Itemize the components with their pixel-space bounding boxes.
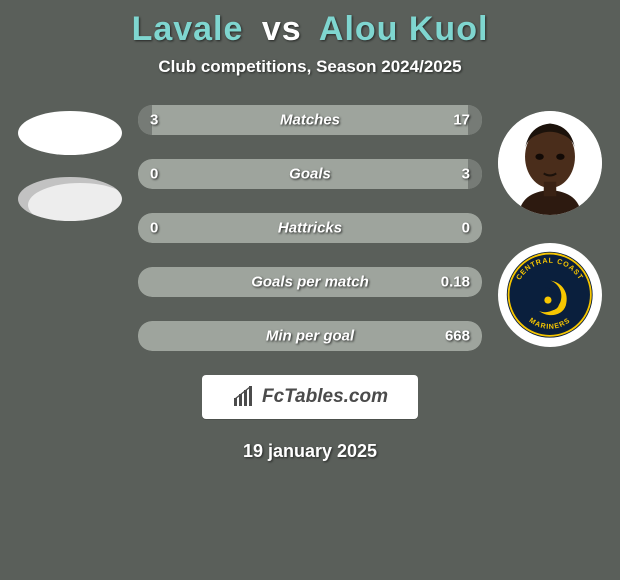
left-side <box>10 105 130 221</box>
stat-row: Goals per match 0.18 <box>138 267 482 297</box>
comparison-title: Lavale vs Alou Kuol <box>132 10 489 49</box>
player2-avatar <box>498 111 602 215</box>
right-side: CENTRAL COAST MARINERS <box>490 105 610 347</box>
stat-label: Min per goal <box>266 328 354 345</box>
stat-row: Hattricks 0 0 <box>138 213 482 243</box>
player1-crest-placeholder <box>18 177 122 221</box>
comparison-arena: Matches 3 17 Goals 0 3 Hattricks 0 0 Goals per ma… <box>0 105 620 351</box>
stat-row: Goals 0 3 <box>138 159 482 189</box>
source-badge: FcTables.com <box>202 375 418 419</box>
stat-right-value: 3 <box>462 166 470 183</box>
stat-bars: Matches 3 17 Goals 0 3 Hattricks 0 0 Goals per ma… <box>138 105 482 351</box>
player2-name: Alou Kuol <box>319 10 489 48</box>
stat-right-value: 668 <box>445 328 470 345</box>
player2-crest: CENTRAL COAST MARINERS <box>498 243 602 347</box>
player1-name: Lavale <box>132 10 244 48</box>
stat-right-value: 17 <box>453 112 470 129</box>
bars-icon <box>232 386 256 408</box>
stat-right-value: 0 <box>462 220 470 237</box>
vs-text: vs <box>262 10 302 48</box>
stat-left-value: 0 <box>150 220 158 237</box>
stat-left-value: 0 <box>150 166 158 183</box>
season-subtitle: Club competitions, Season 2024/2025 <box>158 57 461 77</box>
stat-label: Matches <box>280 112 340 129</box>
stat-label: Goals <box>289 166 331 183</box>
stat-left-value: 3 <box>150 112 158 129</box>
stat-row: Min per goal 668 <box>138 321 482 351</box>
stat-right-value: 0.18 <box>441 274 470 291</box>
player1-avatar-placeholder <box>18 111 122 155</box>
stat-row: Matches 3 17 <box>138 105 482 135</box>
stat-label: Goals per match <box>251 274 369 291</box>
stat-label: Hattricks <box>278 220 342 237</box>
footer-date: 19 january 2025 <box>243 441 377 462</box>
source-label: FcTables.com <box>262 386 388 408</box>
